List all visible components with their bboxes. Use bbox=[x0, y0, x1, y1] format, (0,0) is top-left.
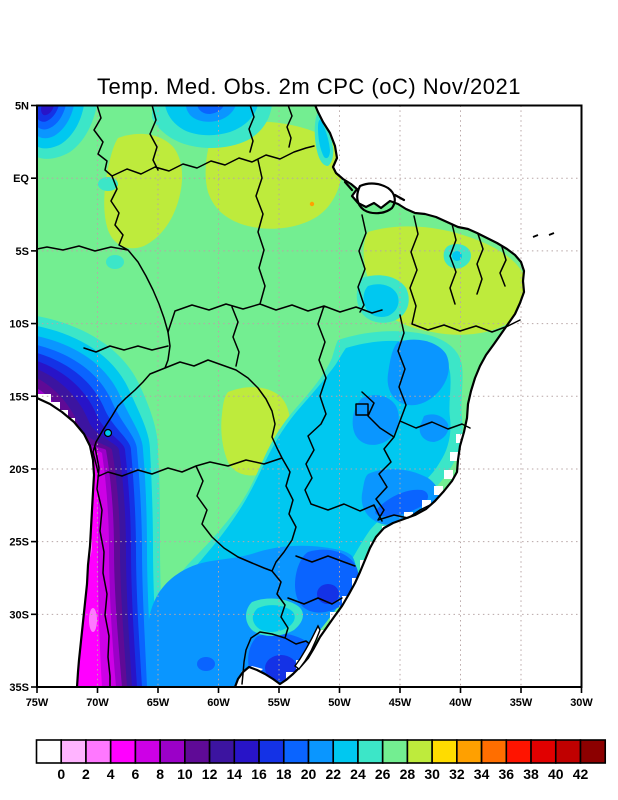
lon-label: 70W bbox=[86, 697, 109, 709]
colorbar: 0 2 4 6 8 10 12 14 16 18 20 22 24 26 28 30 32 34 36 38 40 42 bbox=[35, 739, 607, 782]
colorbar-cell bbox=[480, 739, 508, 764]
colorbar-label: 12 bbox=[202, 766, 218, 782]
colorbar-cell bbox=[233, 739, 260, 764]
colorbar-cell bbox=[579, 739, 607, 764]
colorbar-cell bbox=[456, 739, 483, 764]
marajo-island bbox=[343, 180, 406, 215]
colorbar-cell bbox=[406, 739, 433, 764]
colorbar-label: 14 bbox=[227, 766, 243, 782]
coastline bbox=[37, 105, 555, 688]
colorbar-label: 10 bbox=[177, 766, 193, 782]
lat-label: EQ bbox=[13, 173, 29, 185]
colorbar-label: 30 bbox=[424, 766, 440, 782]
colorbar-label: 28 bbox=[400, 766, 416, 782]
atlantic-islets bbox=[532, 232, 555, 238]
colorbar-cell bbox=[307, 739, 335, 764]
field-north-cool bbox=[37, 105, 471, 323]
lat-label: 10S bbox=[9, 319, 29, 331]
lat-label: 20S bbox=[9, 464, 29, 476]
colorbar-cell bbox=[159, 739, 186, 764]
colorbar-label: 42 bbox=[573, 766, 589, 782]
colorbar-label: 26 bbox=[375, 766, 391, 782]
colorbar-label: 18 bbox=[276, 766, 292, 782]
colorbar-cell bbox=[505, 739, 532, 764]
colorbar-cell bbox=[208, 739, 236, 764]
colorbar-label: 2 bbox=[82, 766, 90, 782]
colorbar-label: 22 bbox=[325, 766, 341, 782]
lon-label: 50W bbox=[328, 697, 351, 709]
colorbar-label: 6 bbox=[132, 766, 140, 782]
colorbar-cell bbox=[60, 739, 87, 764]
colorbar-label: 4 bbox=[107, 766, 115, 782]
colorbar-label: 0 bbox=[57, 766, 65, 782]
colorbar-label: 34 bbox=[474, 766, 490, 782]
colorbar-cell bbox=[554, 739, 582, 764]
colorbar-cell bbox=[381, 739, 409, 764]
lon-label: 60W bbox=[207, 697, 230, 709]
lat-label: 5N bbox=[15, 101, 29, 113]
lat-label: 30S bbox=[9, 609, 29, 621]
lat-label: 25S bbox=[9, 537, 29, 549]
axis-labels: 5N EQ 5S 10S 15S 20S 25S 30S 35S 75W 70W 65W 60W 55W 5… bbox=[9, 101, 593, 710]
country-borders bbox=[37, 105, 521, 688]
lon-label: 45W bbox=[389, 697, 412, 709]
colorbar-label: 32 bbox=[449, 766, 465, 782]
station-dot bbox=[309, 201, 315, 207]
colorbar-label: 24 bbox=[350, 766, 366, 782]
colorbar-cell bbox=[134, 739, 161, 764]
titicaca-lake bbox=[103, 428, 113, 438]
colorbar-label: 38 bbox=[523, 766, 539, 782]
plot-title: Temp. Med. Obs. 2m CPC (oC) Nov/2021 bbox=[97, 74, 521, 99]
colorbar-label: 40 bbox=[548, 766, 564, 782]
lon-label: 65W bbox=[147, 697, 170, 709]
lon-label: 55W bbox=[268, 697, 291, 709]
lat-label: 5S bbox=[16, 246, 29, 258]
colorbar-cell bbox=[332, 739, 359, 764]
colorbar-cell bbox=[109, 739, 137, 764]
colorbar-label: 20 bbox=[301, 766, 317, 782]
colorbar-label: 8 bbox=[156, 766, 164, 782]
state-borders bbox=[167, 159, 521, 605]
lon-label: 40W bbox=[449, 697, 472, 709]
patos-lagoon bbox=[294, 624, 321, 670]
lon-label: 35W bbox=[510, 697, 533, 709]
colorbar-cell bbox=[35, 739, 63, 764]
lat-label: 35S bbox=[9, 682, 29, 694]
colorbar-cell bbox=[530, 739, 557, 764]
lat-label: 15S bbox=[9, 391, 29, 403]
colorbar-cell bbox=[85, 739, 112, 764]
lon-label: 30W bbox=[570, 697, 593, 709]
colorbar-cell bbox=[357, 739, 384, 764]
colorbar-cell bbox=[282, 739, 310, 764]
colorbar-label: 36 bbox=[499, 766, 515, 782]
colorbar-label: 16 bbox=[251, 766, 267, 782]
colorbar-cell bbox=[431, 739, 458, 764]
lon-label: 75W bbox=[26, 697, 49, 709]
colorbar-cell bbox=[184, 739, 211, 764]
colorbar-cell bbox=[258, 739, 285, 764]
